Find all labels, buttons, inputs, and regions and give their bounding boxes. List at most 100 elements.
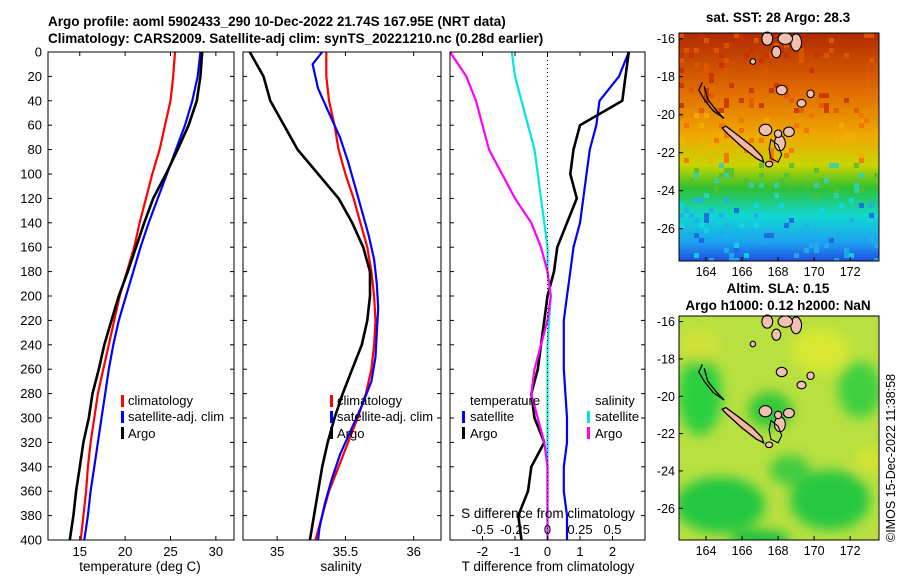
sst-pixel — [709, 158, 714, 163]
sst-pixel — [794, 108, 799, 113]
legend-swatch-argo — [121, 427, 124, 439]
legend-swatch-climatology — [121, 395, 124, 407]
sst-pixel — [784, 143, 789, 148]
legend-label-t-satellite: satellite — [470, 409, 514, 424]
sst-pixel — [859, 203, 864, 208]
sst-pixel — [874, 258, 879, 261]
map-x-tick-label: 166 — [732, 544, 753, 558]
y-tick-label: 300 — [20, 411, 42, 426]
sst-pixel — [829, 38, 834, 43]
sst-pixel — [769, 133, 774, 138]
x-tick-label: 20 — [118, 544, 132, 559]
sst-pixel — [869, 203, 874, 208]
sst-pixel — [709, 73, 714, 78]
map-x-tick-label: 164 — [696, 544, 717, 558]
sst-pixel — [814, 168, 819, 173]
sst-pixel — [734, 243, 739, 248]
small-island — [764, 160, 774, 168]
sst-pixel — [769, 233, 774, 238]
y-tick-label: 180 — [20, 264, 42, 279]
sst-pixel — [779, 203, 784, 208]
difference-panel: -2 -1 0 1 2 -0.5 -0.25 0 0.25 0.5 — [449, 51, 646, 559]
map-x-tick-label: 168 — [768, 265, 789, 279]
sst-pixel — [749, 103, 754, 108]
sst-pixel — [679, 33, 684, 38]
difference-xlabel: T difference from climatology — [462, 559, 635, 574]
sst-pixel — [759, 148, 764, 153]
x-tick-label: -2 — [477, 544, 489, 559]
sst-pixel — [704, 228, 709, 233]
sst-pixel — [799, 108, 804, 113]
sst-pixel — [704, 193, 709, 198]
sst-pixel — [689, 213, 694, 218]
sst-pixel — [759, 103, 764, 108]
y-tick-label: 20 — [28, 69, 42, 84]
legend-swatch-satellite — [121, 411, 124, 423]
sst-pixel — [824, 243, 829, 248]
sst-pixel — [824, 178, 829, 183]
sla-map-title-line2: Argo h1000: 0.12 h2000: NaN — [685, 298, 870, 313]
sst-pixel — [789, 98, 794, 103]
small-island — [749, 340, 757, 348]
sst-map-frame — [678, 32, 880, 262]
new-caledonia-island — [721, 406, 765, 445]
sst-pixel — [834, 108, 839, 113]
sst-pixel — [719, 213, 724, 218]
sst-pixel — [709, 208, 714, 213]
sst-pixel — [689, 178, 694, 183]
sst-pixel — [824, 93, 829, 98]
map-y-tick-label: -20 — [657, 390, 675, 404]
sst-pixel — [829, 238, 834, 243]
small-island — [773, 410, 783, 420]
sla-map-frame — [678, 315, 880, 541]
sst-pixel — [784, 53, 789, 58]
sst-pixel — [784, 173, 789, 178]
sst-pixel — [874, 243, 879, 248]
sst-pixel — [784, 223, 789, 228]
legend-swatch-t-satellite — [462, 411, 465, 423]
sst-pixel — [729, 83, 734, 88]
sst-pixel — [759, 173, 764, 178]
sst-pixel — [734, 258, 739, 261]
x-tick-label: 35.5 — [333, 544, 358, 559]
sst-pixel — [814, 53, 819, 58]
sst-pixel — [784, 83, 789, 88]
sst-pixel — [759, 138, 764, 143]
small-island — [777, 315, 794, 328]
x-tick-label: 1 — [576, 544, 583, 559]
sst-pixel — [734, 208, 739, 213]
sst-pixel — [694, 113, 699, 118]
sst-pixel — [694, 233, 699, 238]
sst-pixel — [724, 223, 729, 228]
sst-pixel — [859, 113, 864, 118]
sst-pixel — [854, 163, 859, 168]
sst-pixel — [859, 123, 864, 128]
sst-pixel — [704, 88, 709, 93]
new-caledonia-island — [721, 125, 765, 164]
sst-pixel — [804, 183, 809, 188]
map-y-tick-label: -22 — [657, 427, 675, 441]
sst-coastline — [698, 31, 815, 168]
small-island — [771, 328, 782, 341]
temperature-panel: 0 20 40 60 80 100 120 140 160 180 200 220 240 260 280 3… — [20, 45, 235, 559]
sst-pixel — [704, 213, 709, 218]
s-tick-label: 0 — [544, 522, 551, 537]
sst-pixel — [854, 188, 859, 193]
sla-anomaly-blobs — [679, 328, 879, 540]
sst-pixel — [754, 203, 759, 208]
sst-map: sat. SST: 28 Argo: 28.3 164 166 168 170 172 -… — [657, 10, 880, 279]
legend-label-argo: Argo — [128, 426, 155, 441]
sst-pixel — [699, 123, 704, 128]
sst-pixel — [699, 138, 704, 143]
y-tick-label: 340 — [20, 459, 42, 474]
map-x-tick-label: 166 — [732, 265, 753, 279]
map-y-tick-label: -16 — [657, 315, 675, 329]
x-tick-label: 15 — [73, 544, 87, 559]
sst-pixel — [704, 38, 709, 43]
sst-pixel — [699, 238, 704, 243]
sst-pixel — [724, 153, 729, 158]
sst-pixel — [869, 73, 874, 78]
sst-pixel — [764, 233, 769, 238]
y-tick-label: 360 — [20, 484, 42, 499]
